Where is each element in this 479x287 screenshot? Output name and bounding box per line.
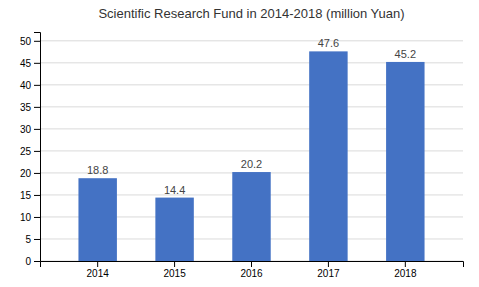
y-tick: 35 [20,102,40,113]
x-tick: 2017 [317,261,340,279]
y-tick: 50 [20,36,40,47]
y-tick-mark [34,41,40,42]
y-tick-label: 0 [25,256,31,267]
data-label: 20.2 [241,158,262,170]
grid [40,41,463,261]
data-labels: 18.8 14.4 20.2 47.6 45.2 [87,37,416,195]
data-label: 47.6 [318,37,339,49]
y-tick-label: 5 [25,234,31,245]
y-tick: 45 [20,58,40,69]
data-label: 18.8 [87,164,108,176]
x-tick-label: 2018 [394,268,417,279]
bar [232,172,270,261]
x-tick-label: 2014 [87,268,110,279]
y-tick: 0 [25,256,40,267]
x-tick-label: 2017 [317,268,340,279]
x-tick: 2014 [87,261,110,279]
x-tick-mark [251,261,252,267]
y-tick-mark [34,63,40,64]
y-tick-label: 35 [20,102,32,113]
x-tick-mark [405,261,406,267]
y-tick-mark [34,217,40,218]
y-tick-mark [34,85,40,86]
data-label: 45.2 [395,48,416,60]
grid-line [40,40,463,41]
y-tick: 5 [25,234,40,245]
x-tick-label: 2015 [163,268,186,279]
y-tick-mark [34,151,40,152]
x-tick: 2018 [394,261,417,279]
y-tick-mark [34,239,40,240]
y-tick-label: 20 [20,168,32,179]
y-tick-mark [34,195,40,196]
y-tick-label: 40 [20,80,32,91]
y-tick-label: 25 [20,146,32,157]
x-tick-mark [174,261,175,267]
y-tick-mark [34,173,40,174]
x-tick: 2016 [240,261,263,279]
y-tick-label: 45 [20,58,32,69]
y-tick-mark [34,261,40,262]
plot: 0 5 10 15 20 25 30 35 40 45 50 2014 2015 2016 2017 2018… [20,33,464,280]
y-tick-label: 15 [20,190,32,201]
x-axis: 2014 2015 2016 2017 2018 [41,261,464,279]
y-tick: 15 [20,190,40,201]
y-tick-label: 30 [20,124,32,135]
y-tick: 25 [20,146,40,157]
y-axis: 0 5 10 15 20 25 30 35 40 45 50 [20,33,41,267]
y-axis-line [34,33,41,262]
y-tick: 20 [20,168,40,179]
y-tick-mark [34,107,40,108]
y-tick: 10 [20,212,40,223]
x-tick-mark [328,261,329,267]
y-tick: 30 [20,124,40,135]
bar [155,198,193,261]
bar [309,51,347,261]
bar [78,178,116,261]
x-tick: 2015 [163,261,186,279]
y-tick: 40 [20,80,40,91]
y-tick-mark [34,129,40,130]
bar [386,62,424,261]
x-tick-label: 2016 [240,268,263,279]
title: Scientific Research Fund in 2014-2018 (m… [98,6,404,21]
chart: 0 5 10 15 20 25 30 35 40 45 50 2014 2015 2016 2017 2018… [0,0,479,287]
y-tick-label: 10 [20,212,32,223]
y-tick-label: 50 [20,36,32,47]
x-axis-line [41,262,464,268]
data-label: 14.4 [164,184,185,196]
x-tick-mark [97,261,98,267]
bars [78,51,424,261]
